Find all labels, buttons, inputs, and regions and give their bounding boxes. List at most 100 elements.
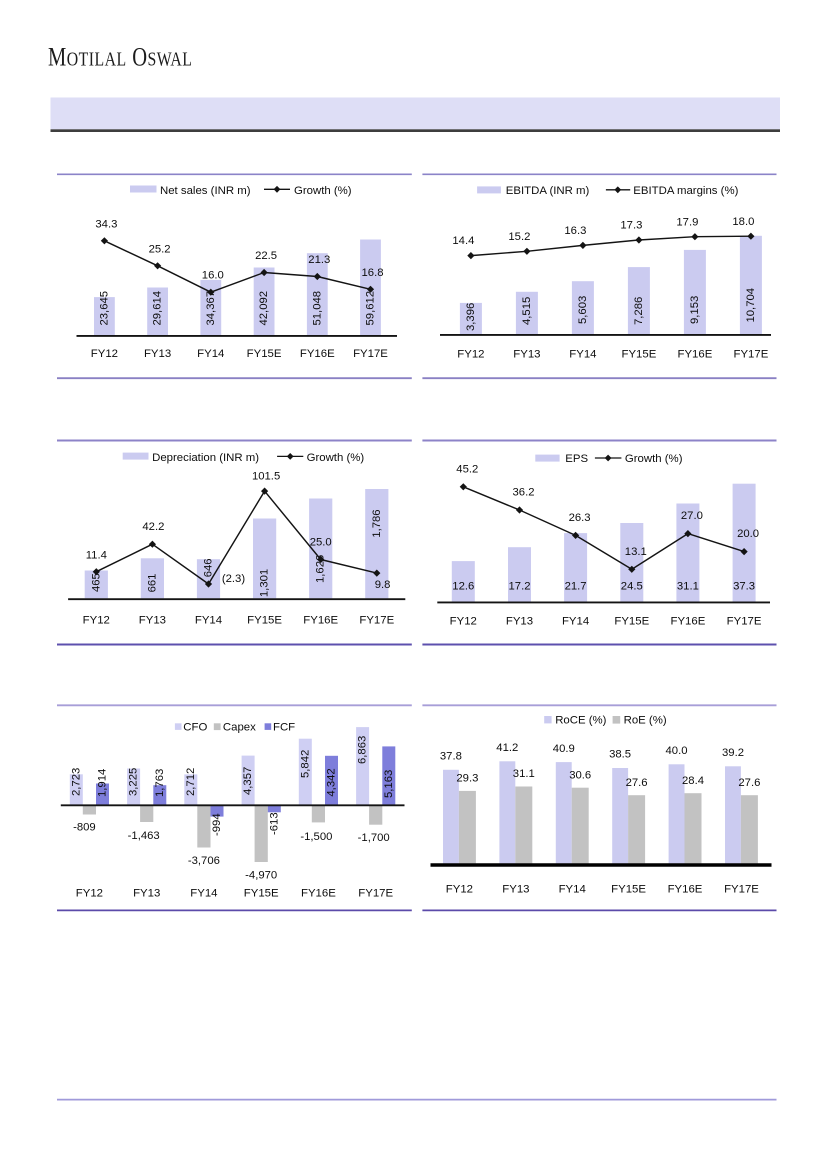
svg-text:FY13: FY13: [133, 888, 160, 900]
svg-text:FY16E: FY16E: [300, 348, 335, 360]
svg-text:2,712: 2,712: [185, 768, 197, 796]
svg-text:FY16E: FY16E: [303, 614, 338, 626]
svg-text:38.5: 38.5: [609, 749, 631, 761]
svg-text:40.0: 40.0: [666, 745, 688, 757]
svg-text:EBITDA (INR m): EBITDA (INR m): [506, 185, 590, 197]
svg-text:FY13: FY13: [506, 615, 533, 627]
svg-text:-994: -994: [211, 813, 223, 836]
svg-text:29.3: 29.3: [456, 773, 478, 785]
svg-text:FY14: FY14: [559, 884, 586, 896]
svg-text:FY13: FY13: [513, 348, 540, 360]
svg-text:4,515: 4,515: [521, 297, 533, 325]
svg-text:7,286: 7,286: [633, 297, 645, 325]
svg-text:-1,700: -1,700: [358, 832, 390, 844]
svg-text:25.0: 25.0: [310, 537, 332, 549]
svg-text:FY12: FY12: [457, 348, 484, 360]
svg-text:EBITDA margins (%): EBITDA margins (%): [633, 185, 738, 197]
svg-text:FY16E: FY16E: [668, 884, 703, 896]
svg-text:FY16E: FY16E: [677, 348, 712, 360]
svg-text:27.6: 27.6: [738, 777, 760, 789]
svg-text:5,842: 5,842: [299, 750, 311, 778]
svg-text:FY14: FY14: [197, 348, 224, 360]
svg-text:FY12: FY12: [450, 615, 477, 627]
svg-text:21.3: 21.3: [308, 254, 330, 266]
svg-text:25.2: 25.2: [149, 243, 171, 255]
svg-text:3,225: 3,225: [128, 768, 140, 796]
svg-text:Depreciation (INR m): Depreciation (INR m): [152, 452, 259, 464]
svg-text:FY17E: FY17E: [727, 615, 762, 627]
svg-text:MOTILAL OSWAL: MOTILAL OSWAL: [48, 43, 192, 72]
svg-text:42.2: 42.2: [142, 521, 164, 533]
svg-text:661: 661: [146, 574, 158, 593]
svg-text:FY14: FY14: [190, 888, 217, 900]
svg-text:RoE (%): RoE (%): [624, 714, 667, 726]
svg-text:22.5: 22.5: [255, 250, 277, 262]
svg-text:FY17E: FY17E: [358, 888, 393, 900]
svg-text:1,914: 1,914: [97, 769, 109, 797]
svg-text:Growth (%): Growth (%): [294, 185, 352, 197]
svg-text:101.5: 101.5: [252, 471, 280, 483]
svg-text:465: 465: [90, 573, 102, 592]
svg-text:FY15E: FY15E: [244, 888, 279, 900]
svg-text:1,301: 1,301: [259, 569, 271, 597]
svg-text:FY14: FY14: [569, 348, 596, 360]
svg-text:1,786: 1,786: [371, 509, 383, 537]
svg-text:13.1: 13.1: [625, 546, 647, 558]
svg-text:9,153: 9,153: [689, 296, 701, 324]
svg-text:27.6: 27.6: [626, 777, 648, 789]
svg-text:FY12: FY12: [91, 348, 118, 360]
svg-text:17.2: 17.2: [509, 581, 531, 593]
svg-text:51,048: 51,048: [311, 291, 323, 326]
svg-text:FY15E: FY15E: [621, 348, 656, 360]
svg-text:24.5: 24.5: [621, 581, 643, 593]
svg-text:5,603: 5,603: [577, 296, 589, 324]
svg-text:20.0: 20.0: [737, 528, 759, 540]
svg-text:42,092: 42,092: [258, 291, 270, 326]
svg-text:FY12: FY12: [76, 888, 103, 900]
svg-text:FY13: FY13: [502, 884, 529, 896]
svg-text:34,367: 34,367: [205, 291, 217, 326]
svg-text:18.0: 18.0: [732, 216, 754, 228]
svg-text:28.4: 28.4: [682, 775, 704, 787]
svg-text:3,396: 3,396: [465, 303, 477, 331]
svg-text:FY12: FY12: [83, 614, 110, 626]
svg-text:(2.3): (2.3): [222, 573, 245, 585]
svg-text:1,626: 1,626: [315, 555, 327, 583]
svg-text:4,342: 4,342: [326, 768, 338, 796]
svg-text:26.3: 26.3: [569, 512, 591, 524]
svg-text:21.7: 21.7: [565, 581, 587, 593]
svg-text:37.8: 37.8: [440, 751, 462, 763]
svg-text:FY13: FY13: [139, 614, 166, 626]
svg-text:EPS: EPS: [565, 453, 588, 465]
svg-text:FY16E: FY16E: [670, 615, 705, 627]
svg-text:FY14: FY14: [562, 615, 589, 627]
svg-text:FCF: FCF: [273, 722, 295, 734]
svg-text:FY15E: FY15E: [611, 884, 646, 896]
svg-text:14.4: 14.4: [452, 235, 474, 247]
svg-text:6,863: 6,863: [357, 736, 369, 764]
svg-text:31.1: 31.1: [677, 581, 699, 593]
svg-text:39.2: 39.2: [722, 747, 744, 759]
svg-text:-3,706: -3,706: [188, 855, 220, 867]
svg-text:RoCE (%): RoCE (%): [555, 714, 606, 726]
svg-text:37.3: 37.3: [733, 581, 755, 593]
svg-text:FY15E: FY15E: [247, 614, 282, 626]
svg-text:23,645: 23,645: [98, 291, 110, 326]
svg-text:FY15E: FY15E: [247, 348, 282, 360]
svg-text:36.2: 36.2: [513, 487, 535, 499]
svg-text:16.0: 16.0: [202, 270, 224, 282]
svg-text:FY13: FY13: [144, 348, 171, 360]
svg-text:-1,500: -1,500: [300, 831, 332, 843]
svg-text:10,704: 10,704: [745, 288, 757, 323]
svg-text:Capex: Capex: [223, 722, 256, 734]
svg-text:9.8: 9.8: [375, 579, 391, 591]
svg-text:646: 646: [203, 558, 215, 577]
svg-text:11.4: 11.4: [86, 550, 107, 562]
svg-text:FY17E: FY17E: [724, 884, 759, 896]
svg-text:1,763: 1,763: [154, 769, 166, 797]
svg-text:40.9: 40.9: [553, 743, 575, 755]
svg-text:41.2: 41.2: [496, 742, 518, 754]
svg-text:29,614: 29,614: [152, 291, 164, 326]
svg-text:4,357: 4,357: [242, 767, 254, 795]
svg-text:FY14: FY14: [195, 614, 222, 626]
